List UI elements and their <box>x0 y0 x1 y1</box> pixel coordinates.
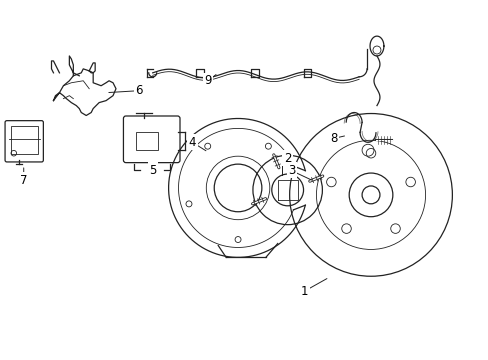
Text: 9: 9 <box>204 74 212 87</box>
Bar <box>136 132 157 150</box>
Text: 8: 8 <box>330 132 337 145</box>
Text: 5: 5 <box>149 163 156 176</box>
Bar <box>11 126 38 154</box>
Text: 1: 1 <box>300 285 307 298</box>
Text: 6: 6 <box>135 84 142 97</box>
Text: 4: 4 <box>188 136 196 149</box>
Text: 2: 2 <box>284 152 291 165</box>
Text: 3: 3 <box>287 163 295 176</box>
Text: 7: 7 <box>20 174 27 186</box>
